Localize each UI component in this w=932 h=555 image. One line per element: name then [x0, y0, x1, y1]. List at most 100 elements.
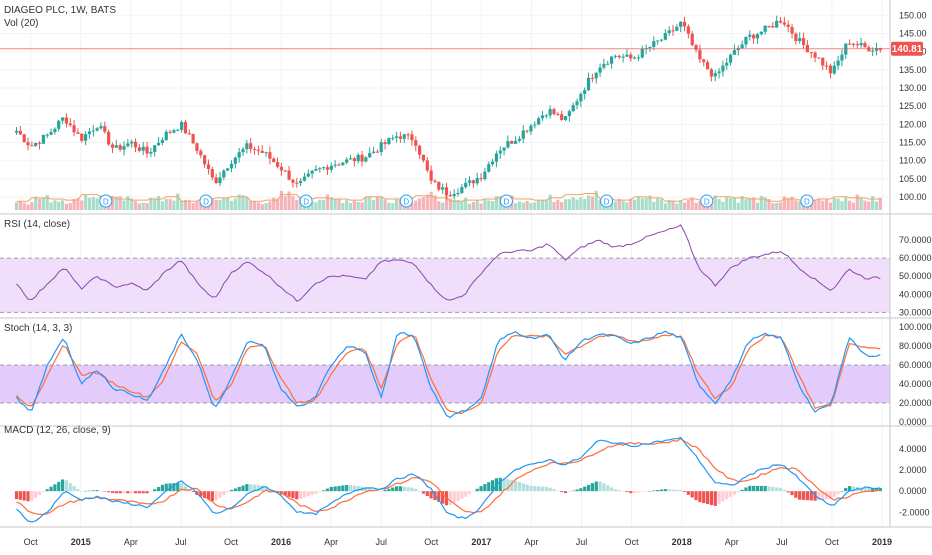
- volume-bar: [360, 202, 364, 210]
- symbol-title[interactable]: DIAGEO PLC, 1W, BATS: [4, 5, 116, 16]
- candle: [49, 128, 53, 136]
- volume-bar: [45, 195, 49, 210]
- rsi-legend[interactable]: RSI (14, close): [4, 219, 70, 230]
- candle-body: [34, 142, 38, 146]
- candle-body: [30, 145, 34, 147]
- volume-bar: [387, 202, 391, 210]
- candle-body: [168, 131, 172, 133]
- volume-bar: [291, 196, 295, 210]
- candle: [322, 166, 326, 170]
- volume-bar: [533, 202, 537, 210]
- macd-legend[interactable]: MACD (12, 26, close, 9): [4, 425, 111, 436]
- candle-body: [794, 33, 798, 42]
- macd-histogram-bar: [80, 491, 84, 492]
- time-scale[interactable]: Oct 2015 Apr Jul Oct 2016 Apr Jul Oct 2017 Apr Jul O…: [24, 537, 892, 547]
- macd-histogram-bar: [752, 485, 756, 492]
- indicator-axis-label: 4.0000: [899, 444, 927, 454]
- macd-line: [16, 436, 881, 523]
- volume-bar: [586, 195, 591, 210]
- macd-histogram-bar: [506, 479, 510, 492]
- macd-histogram-bar: [675, 489, 679, 492]
- volume-legend[interactable]: Vol (20): [4, 18, 38, 29]
- candle: [464, 177, 468, 189]
- volume-bar: [828, 202, 833, 210]
- macd-histogram-bar: [241, 485, 245, 492]
- volume-bar: [752, 197, 756, 210]
- candle: [629, 52, 633, 62]
- candle-body: [368, 153, 372, 158]
- candle: [214, 173, 218, 184]
- volume-bar: [341, 202, 345, 210]
- price-scale[interactable]: 150.00145.00140.00135.00130.00125.00120.…: [899, 10, 932, 517]
- volume-bar: [644, 197, 648, 210]
- candle: [360, 150, 364, 167]
- volume-bar: [283, 195, 287, 210]
- candle-body: [579, 93, 583, 102]
- candle-body: [57, 120, 61, 129]
- candle: [387, 137, 391, 146]
- volume-bar: [126, 196, 130, 210]
- macd-histogram-bar: [567, 491, 571, 492]
- candle: [671, 24, 675, 36]
- candle-body: [41, 134, 45, 144]
- volume-bar: [214, 199, 218, 210]
- candle-body: [629, 54, 633, 59]
- candle: [579, 92, 583, 108]
- macd-histogram-bar: [682, 491, 687, 493]
- candle: [371, 146, 376, 154]
- macd-histogram-bar: [671, 489, 675, 492]
- volume-bar: [210, 198, 214, 210]
- volume-bar: [394, 199, 399, 210]
- candle-body: [809, 52, 813, 54]
- candle-body: [87, 131, 92, 135]
- volume-bar: [636, 196, 641, 210]
- macd-histogram-bar: [625, 491, 629, 493]
- candle-body: [107, 131, 111, 145]
- macd-histogram-bar: [398, 486, 403, 492]
- volume-bar: [590, 196, 594, 210]
- candle-body: [283, 170, 287, 172]
- volume-bar: [91, 197, 95, 210]
- volume-bar: [368, 196, 372, 210]
- candle-body: [275, 162, 280, 167]
- candle-body: [437, 181, 441, 190]
- macd-histogram-bar: [521, 483, 525, 492]
- indicator-band: [0, 364, 890, 404]
- volume-bar: [352, 200, 356, 210]
- macd-histogram-bar: [732, 491, 737, 495]
- time-axis-label: Apr: [324, 537, 338, 547]
- macd-histogram-bar: [644, 491, 648, 492]
- volume-bar: [275, 198, 280, 210]
- macd-histogram-bar: [26, 491, 30, 502]
- volume-bar: [579, 197, 583, 210]
- candle: [76, 128, 80, 134]
- candle: [567, 109, 571, 122]
- candle-body: [502, 147, 506, 151]
- candle: [575, 98, 579, 110]
- candle: [786, 20, 790, 33]
- macd-histogram-bar: [57, 481, 61, 492]
- indicator-axis-label: 50.0000: [899, 271, 932, 281]
- candle: [118, 143, 122, 152]
- macd-histogram-bar: [91, 490, 95, 492]
- volume-bar: [53, 200, 57, 210]
- candle: [686, 24, 690, 39]
- candle: [675, 24, 679, 32]
- candle: [487, 161, 491, 173]
- candle: [375, 149, 379, 153]
- stoch-legend[interactable]: Stoch (14, 3, 3): [4, 323, 72, 334]
- volume-bar: [656, 198, 660, 210]
- candle-body: [191, 134, 195, 144]
- volume-ma-line: [16, 193, 881, 202]
- macd-histogram-bar: [172, 483, 176, 492]
- macd-histogram-bar: [418, 491, 422, 492]
- candle: [187, 129, 191, 136]
- last-price-badge: 140.81: [891, 41, 923, 56]
- candle-body: [702, 59, 706, 63]
- macd-histogram-bar: [679, 490, 683, 492]
- macd-histogram-bar: [725, 491, 729, 500]
- candle: [310, 170, 314, 179]
- candle-body: [233, 157, 237, 164]
- candle-body: [759, 31, 763, 35]
